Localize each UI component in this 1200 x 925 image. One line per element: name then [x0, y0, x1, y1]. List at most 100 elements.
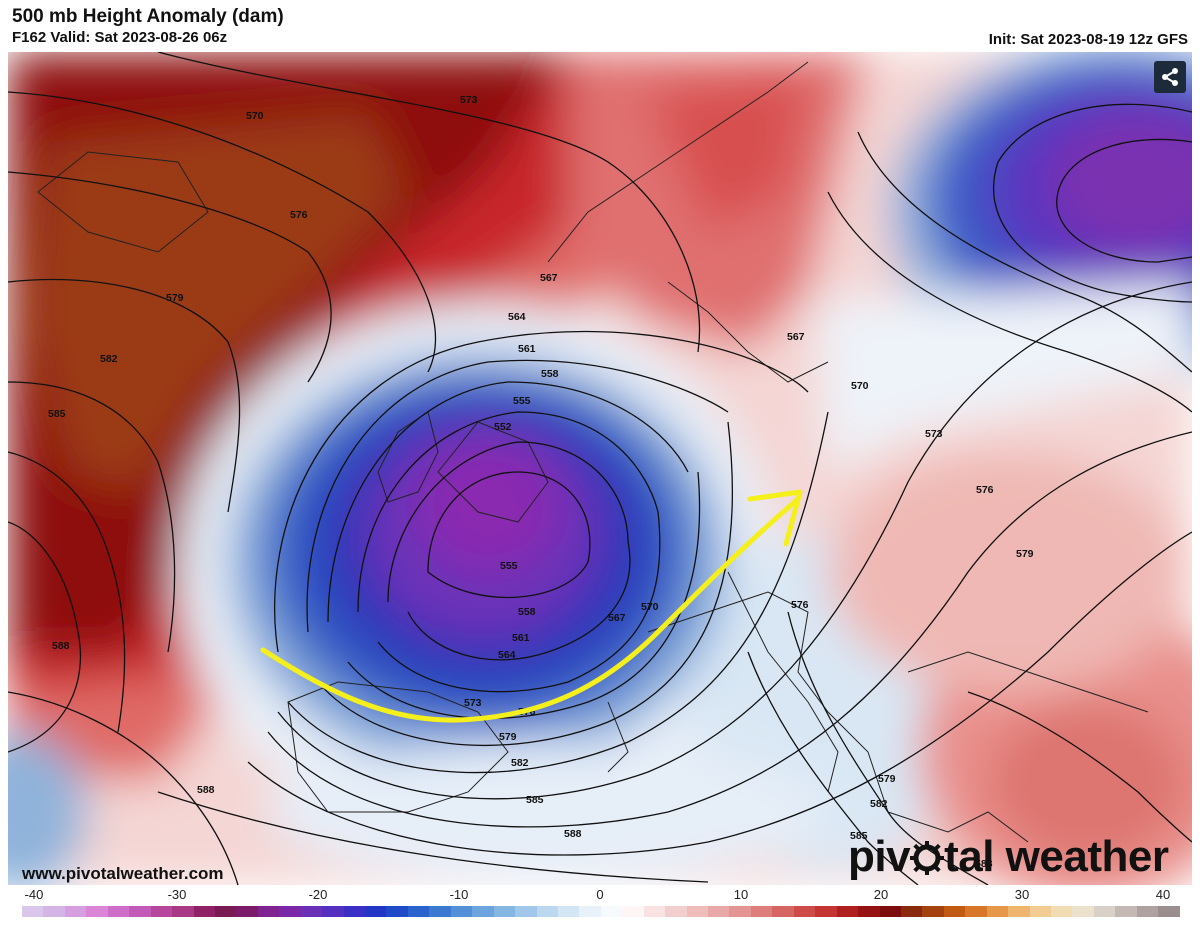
brand-text-part1: piv	[848, 832, 911, 881]
anomaly-field	[8, 52, 1192, 885]
brand-logo: piv tal weather	[848, 830, 1169, 884]
contour-label: 573	[460, 94, 478, 106]
colorbar-swatch	[22, 906, 44, 917]
colorbar-swatch	[86, 906, 108, 917]
colorbar-swatch	[879, 906, 901, 917]
share-icon	[1162, 68, 1178, 86]
colorbar-swatch	[214, 906, 237, 917]
contour-label: 564	[498, 649, 516, 661]
colorbar-tick: -20	[308, 887, 328, 902]
colorbar-tick: -30	[167, 887, 187, 902]
contour-label: 561	[512, 632, 530, 644]
contour-label: 570	[851, 380, 869, 392]
colorbar-tick: 0	[596, 887, 604, 902]
colorbar-swatch	[836, 906, 859, 917]
colorbar-swatch	[386, 906, 408, 917]
colorbar-tick: -10	[449, 887, 469, 902]
colorbar-swatch	[772, 906, 794, 917]
colorbar-swatch	[665, 906, 687, 917]
contour-label: 558	[541, 368, 559, 380]
colorbar-swatch	[858, 906, 880, 917]
contour-label: 555	[500, 560, 518, 572]
colorbar-swatch	[986, 906, 1009, 917]
contour-label: 585	[526, 794, 544, 806]
contour-label: 564	[508, 311, 526, 323]
colorbar-swatch	[493, 906, 516, 917]
contour-label: 555	[513, 395, 531, 407]
colorbar-swatch	[365, 906, 387, 917]
contour-label: 567	[540, 272, 558, 284]
valid-time: F162 Valid: Sat 2023-08-26 06z	[12, 29, 228, 46]
colorbar-swatch	[1072, 906, 1094, 917]
colorbar-swatch	[622, 906, 644, 917]
contour-label: 573	[925, 428, 943, 440]
colorbar-tick: 40	[1155, 887, 1171, 902]
share-button[interactable]	[1154, 61, 1186, 93]
colorbar-swatch	[64, 906, 87, 917]
contour-label: 582	[100, 353, 118, 365]
contour-label: 576	[290, 209, 308, 221]
contour-label: 576	[976, 484, 994, 496]
colorbar-swatch	[643, 906, 666, 917]
contour-label: 570	[246, 110, 264, 122]
colorbar-swatch	[450, 906, 473, 917]
contour-label: 579	[1016, 548, 1034, 560]
colorbar-swatch	[43, 906, 65, 917]
colorbar-swatch	[579, 906, 601, 917]
colorbar-swatch	[793, 906, 816, 917]
colorbar-swatch	[815, 906, 837, 917]
colorbar-swatch	[236, 906, 258, 917]
colorbar-swatch	[322, 906, 344, 917]
colorbar-swatch	[708, 906, 730, 917]
colorbar-tick-labels: -40 -30 -20 -10 0 10 20 30 40	[0, 887, 1200, 903]
colorbar-swatch	[943, 906, 966, 917]
contour-label: 588	[975, 858, 993, 870]
colorbar-swatch	[407, 906, 430, 917]
brand-text-part2: tal weather	[944, 832, 1169, 881]
colorbar-swatch	[257, 906, 280, 917]
colorbar	[22, 906, 1180, 917]
colorbar-swatch	[686, 906, 708, 917]
map-title: 500 mb Height Anomaly (dam)	[12, 6, 284, 27]
flow-arrow	[260, 489, 803, 723]
colorbar-swatch	[1115, 906, 1137, 917]
contour-label: 567	[608, 612, 626, 624]
colorbar-swatch	[300, 906, 323, 917]
contour-label: 588	[564, 828, 582, 840]
colorbar-swatch	[343, 906, 365, 917]
colorbar-swatch	[150, 906, 173, 917]
colorbar-swatch	[900, 906, 923, 917]
header-left: 500 mb Height Anomaly (dam) F162 Valid: …	[12, 6, 284, 48]
colorbar-tick: 30	[1014, 887, 1030, 902]
init-time: Init: Sat 2023-08-19 12z GFS	[988, 31, 1188, 48]
colorbar-swatch	[515, 906, 537, 917]
colorbar-swatch	[965, 906, 987, 917]
contour-label: 558	[518, 606, 536, 618]
colorbar-swatch	[279, 906, 301, 917]
colorbar-swatch	[1008, 906, 1030, 917]
colorbar-swatch	[536, 906, 558, 917]
contour-label: 579	[499, 731, 517, 743]
colorbar-swatch	[922, 906, 944, 917]
colorbar-swatch	[1051, 906, 1073, 917]
map-svg: 570 573 576 579 582 585 588 567 564 561 …	[8, 52, 1192, 885]
colorbar-swatch	[557, 906, 580, 917]
colorbar-swatch	[472, 906, 494, 917]
anomaly-map: 570 573 576 579 582 585 588 567 564 561 …	[8, 52, 1192, 885]
colorbar-swatch	[750, 906, 773, 917]
contour-label: 552	[494, 421, 512, 433]
colorbar-swatch	[129, 906, 151, 917]
colorbar-swatch	[1136, 906, 1159, 917]
contour-label: 585	[850, 830, 868, 842]
colorbar-swatch	[1093, 906, 1116, 917]
colorbar-tick: 20	[873, 887, 889, 902]
colorbar-swatch	[193, 906, 215, 917]
colorbar-swatch	[729, 906, 751, 917]
colorbar-swatch	[1158, 906, 1180, 917]
contour-label: 573	[464, 697, 482, 709]
contour-label: 585	[48, 408, 66, 420]
colorbar-swatch	[107, 906, 130, 917]
colorbar-swatch	[429, 906, 451, 917]
contour-label: 561	[518, 343, 536, 355]
contour-label: 576	[791, 599, 809, 611]
